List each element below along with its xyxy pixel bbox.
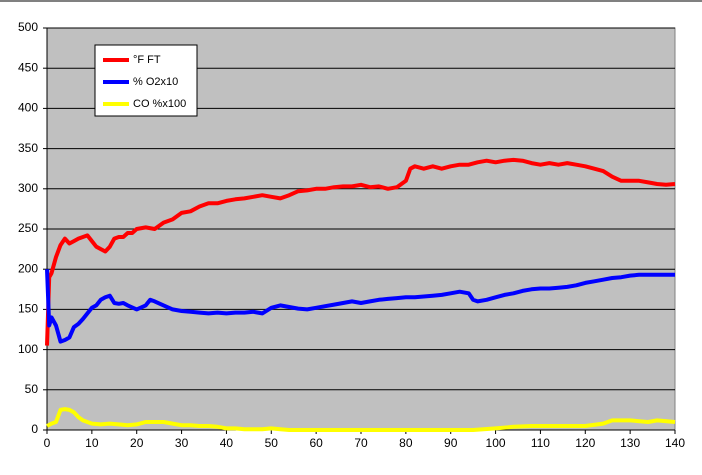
- x-tick-label: 40: [220, 436, 234, 450]
- x-tick-label: 130: [620, 436, 640, 450]
- x-tick-label: 90: [444, 436, 458, 450]
- data-line: [45, 269, 675, 344]
- y-tick-label: 200: [18, 261, 38, 275]
- x-tick-label: 0: [44, 436, 51, 450]
- y-tick-label: 450: [18, 60, 38, 74]
- x-tick-label: 80: [399, 436, 413, 450]
- x-tick-label: 120: [575, 436, 595, 450]
- data-line: [45, 157, 676, 346]
- y-tick-label: 50: [25, 382, 39, 396]
- x-tick-label: 20: [130, 436, 144, 450]
- y-tick-label: 400: [18, 101, 38, 115]
- x-tick-label: 10: [85, 436, 99, 450]
- legend-label: % O2x10: [133, 76, 178, 88]
- x-tick-label: 60: [309, 436, 323, 450]
- x-tick-label: 50: [265, 436, 279, 450]
- y-tick-label: 0: [31, 422, 38, 436]
- x-tick-label: 30: [175, 436, 189, 450]
- legend-label: °F FT: [133, 54, 161, 66]
- x-tick-label: 100: [486, 436, 506, 450]
- y-tick-label: 500: [18, 20, 38, 34]
- y-tick-label: 250: [18, 221, 38, 235]
- x-tick-label: 140: [665, 436, 685, 450]
- y-tick-label: 150: [18, 302, 38, 316]
- x-tick-label: 70: [354, 436, 368, 450]
- y-tick-label: 100: [18, 342, 38, 356]
- legend-label: CO %x100: [133, 98, 186, 110]
- data-line: [46, 407, 676, 432]
- x-tick-label: 110: [531, 436, 550, 450]
- y-tick-label: 350: [18, 141, 38, 155]
- y-tick-label: 300: [18, 181, 38, 195]
